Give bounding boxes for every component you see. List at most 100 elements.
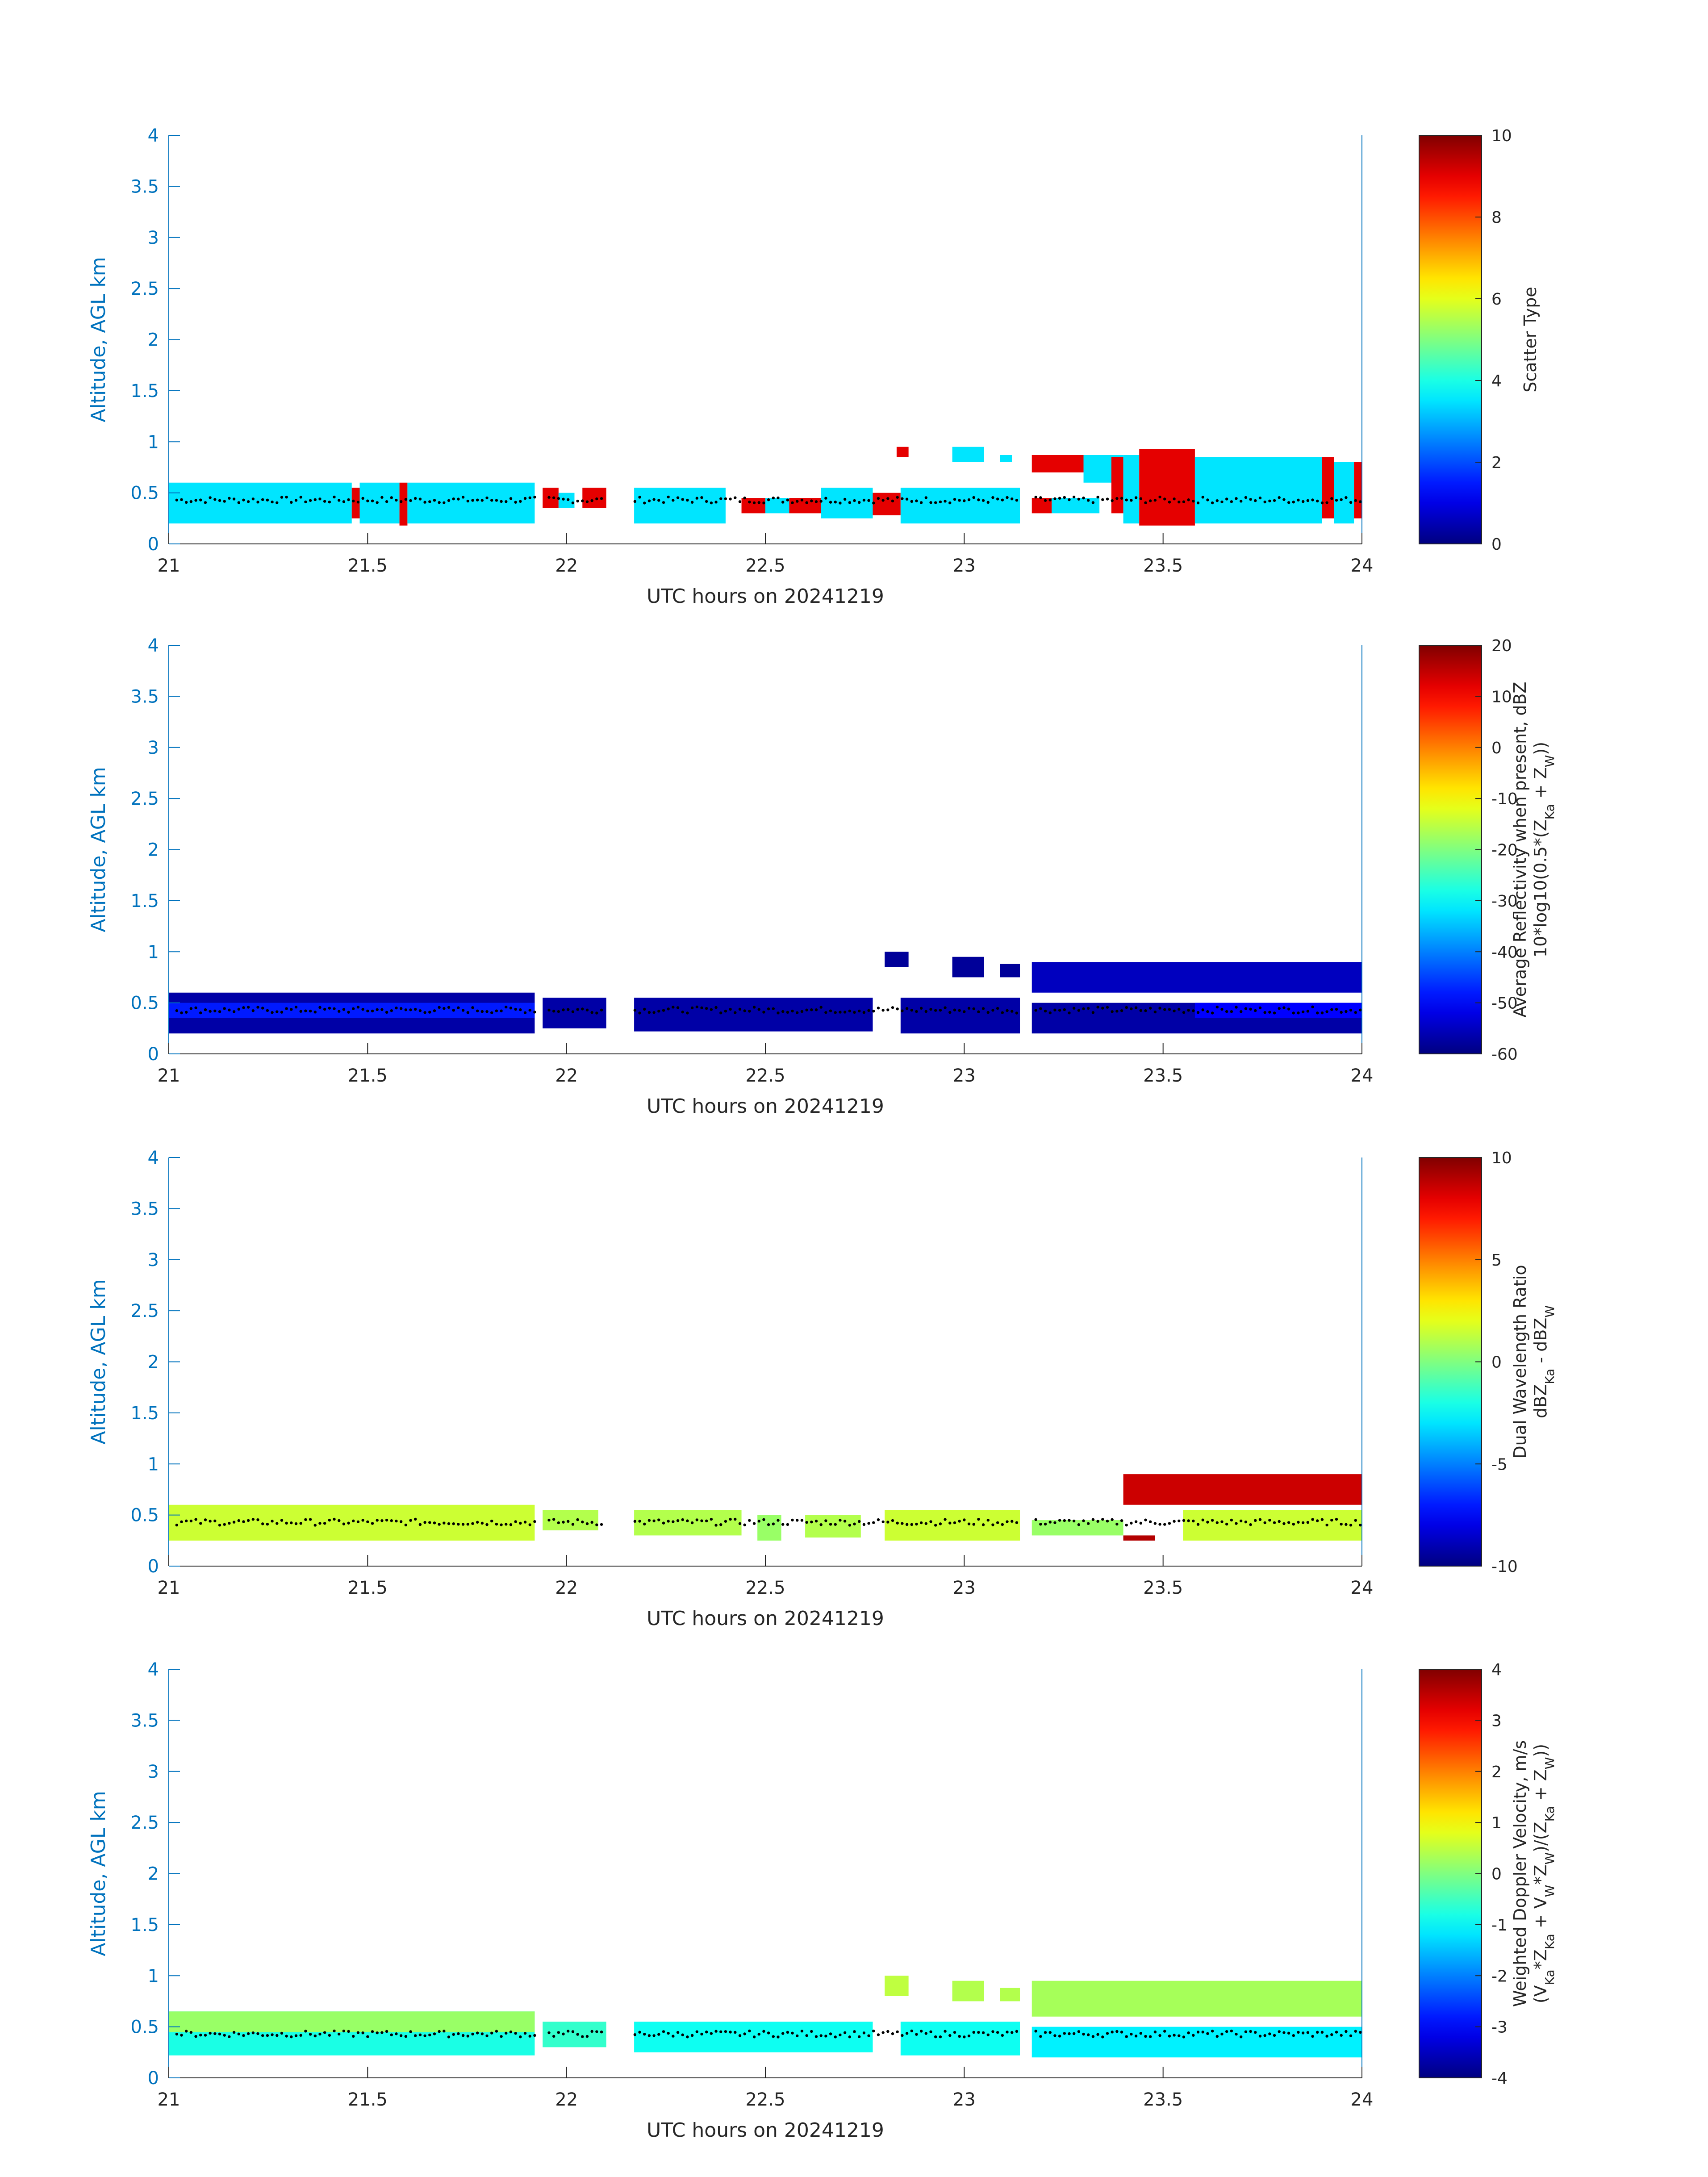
surface-marker-dot <box>1130 499 1133 502</box>
surface-marker-dot <box>857 1520 861 1523</box>
surface-marker-dot <box>1297 1521 1300 1524</box>
surface-marker-dot <box>1101 1007 1104 1010</box>
surface-marker-dot <box>443 1007 446 1010</box>
surface-marker-dot <box>1106 2032 1109 2035</box>
heatmap-cell <box>1031 1520 1123 1536</box>
x-tick-label: 21 <box>158 1066 180 1086</box>
surface-marker-dot <box>600 2030 603 2034</box>
surface-marker-dot <box>600 1523 603 1526</box>
surface-marker-dot <box>500 1009 503 1012</box>
surface-marker-dot <box>471 1006 474 1009</box>
colorbar-tick-label: -30 <box>1491 892 1518 911</box>
surface-marker-dot <box>1163 1008 1166 1011</box>
surface-marker-dot <box>977 2031 980 2034</box>
surface-marker-dot <box>1178 1007 1181 1011</box>
surface-marker-dot <box>1087 499 1090 502</box>
colorbar-tick-label: -10 <box>1491 790 1518 808</box>
surface-marker-dot <box>672 1006 675 1009</box>
surface-marker-dot <box>939 1522 942 1525</box>
surface-marker-dot <box>1192 499 1195 503</box>
surface-marker-dot <box>390 1009 393 1012</box>
surface-marker-dot <box>509 1523 513 1526</box>
surface-marker-dot <box>1187 498 1190 501</box>
surface-marker-dot <box>204 501 207 504</box>
colorbar-label: Scatter Type <box>1520 287 1540 392</box>
surface-marker-dot <box>676 1519 680 1522</box>
surface-marker-dot <box>767 1523 770 1526</box>
y-tick-label: 0.5 <box>130 1505 159 1526</box>
surface-marker-dot <box>896 496 899 499</box>
surface-marker-dot <box>428 2033 431 2037</box>
surface-marker-dot <box>204 1008 207 1011</box>
surface-marker-dot <box>757 2032 760 2036</box>
surface-marker-dot <box>1125 2035 1128 2038</box>
surface-marker-dot <box>700 496 703 499</box>
surface-marker-dot <box>810 1520 813 1524</box>
surface-marker-dot <box>246 2032 250 2035</box>
surface-marker-dot <box>934 2035 937 2039</box>
surface-marker-dot <box>352 1519 355 1523</box>
surface-marker-dot <box>834 1523 837 1526</box>
surface-marker-dot <box>896 1007 899 1011</box>
colorbar-tick-label: 10 <box>1491 127 1512 145</box>
surface-marker-dot <box>1106 1520 1109 1523</box>
surface-marker-dot <box>199 498 202 501</box>
surface-marker-dot <box>294 2034 298 2037</box>
surface-marker-dot <box>996 2031 999 2034</box>
surface-marker-dot <box>1282 1522 1286 1525</box>
surface-marker-dot <box>1292 501 1295 504</box>
surface-marker-dot <box>299 2034 302 2037</box>
surface-marker-dot <box>1258 496 1262 500</box>
surface-marker-dot <box>1301 1521 1305 1525</box>
surface-marker-dot <box>1144 1009 1147 1012</box>
surface-marker-dot <box>1063 2032 1066 2035</box>
surface-marker-dot <box>729 497 732 501</box>
surface-marker-dot <box>485 496 489 500</box>
heatmap-cell <box>1354 462 1362 518</box>
surface-marker-dot <box>848 1524 852 1527</box>
surface-marker-dot <box>232 2031 236 2034</box>
surface-marker-dot <box>710 2032 713 2035</box>
surface-marker-dot <box>189 2031 193 2034</box>
surface-marker-dot <box>967 2034 971 2038</box>
surface-marker-dot <box>184 1519 188 1523</box>
surface-marker-dot <box>576 499 579 503</box>
surface-marker-dot <box>418 497 422 501</box>
surface-marker-dot <box>1048 498 1052 501</box>
surface-marker-dot <box>1340 1011 1343 1014</box>
surface-marker-dot <box>1249 1007 1252 1011</box>
surface-marker-dot <box>1096 495 1099 499</box>
surface-markers <box>175 495 1362 505</box>
surface-marker-dot <box>862 498 866 502</box>
surface-marker-dot <box>1001 1523 1004 1526</box>
colorbar-tick-label: 1 <box>1491 1814 1502 1832</box>
surface-marker-dot <box>633 1520 637 1523</box>
surface-marker-dot <box>800 1010 804 1013</box>
surface-marker-dot <box>791 1009 794 1013</box>
surface-marker-dot <box>471 499 474 502</box>
surface-marker-dot <box>180 1011 183 1015</box>
surface-marker-dot <box>834 501 837 504</box>
surface-marker-dot <box>1287 501 1290 504</box>
surface-marker-dot <box>1101 2035 1104 2039</box>
surface-marker-dot <box>1273 1011 1276 1015</box>
surface-marker-dot <box>500 2035 503 2038</box>
surface-marker-dot <box>433 2032 436 2035</box>
surface-marker-dot <box>1297 498 1300 502</box>
surface-marker-dot <box>514 1520 517 1523</box>
heatmap-cells <box>169 1474 1362 1541</box>
surface-marker-dot <box>662 1009 665 1012</box>
surface-marker-dot <box>710 1517 713 1521</box>
surface-marker-dot <box>896 1521 899 1525</box>
surface-marker-dot <box>1053 497 1057 501</box>
heatmap-cell <box>741 498 765 514</box>
surface-marker-dot <box>1134 496 1138 499</box>
surface-marker-dot <box>1330 1008 1333 1011</box>
y-axis-label: Altitude, AGL km <box>87 767 110 932</box>
surface-marker-dot <box>738 1522 742 1525</box>
surface-marker-dot <box>571 2030 575 2033</box>
surface-marker-dot <box>767 2031 770 2035</box>
surface-marker-dot <box>590 1521 593 1524</box>
surface-marker-dot <box>924 2032 928 2035</box>
surface-marker-dot <box>294 1522 298 1525</box>
